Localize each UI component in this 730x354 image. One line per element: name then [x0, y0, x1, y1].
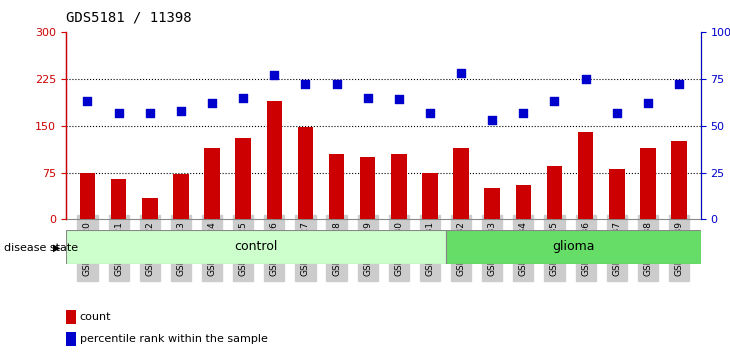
Bar [142, 198, 158, 219]
Bar [609, 170, 625, 219]
Bar [235, 138, 251, 219]
Point [206, 100, 218, 106]
Text: percentile rank within the sample: percentile rank within the sample [80, 334, 268, 344]
Point [486, 117, 498, 123]
Point [673, 81, 685, 87]
Point [299, 81, 311, 87]
Bar [66, 310, 76, 324]
Point [362, 95, 374, 101]
Point [331, 81, 342, 87]
Bar [173, 175, 188, 219]
Text: glioma: glioma [552, 240, 594, 253]
Text: disease state: disease state [4, 243, 78, 253]
Point [175, 108, 187, 114]
Point [456, 70, 467, 76]
Point [112, 110, 124, 115]
Bar [391, 154, 407, 219]
Bar [547, 166, 562, 219]
Bar [445, 230, 701, 264]
Bar [360, 157, 375, 219]
Text: count: count [80, 312, 111, 322]
Bar [66, 332, 76, 346]
Bar [111, 179, 126, 219]
Point [237, 95, 249, 101]
Bar [671, 141, 687, 219]
Bar [298, 127, 313, 219]
Point [424, 110, 436, 115]
Bar [204, 148, 220, 219]
Point [611, 110, 623, 115]
Bar [66, 230, 445, 264]
Point [82, 98, 93, 104]
Point [269, 72, 280, 78]
Text: control: control [234, 240, 277, 253]
Bar [515, 185, 531, 219]
Bar [80, 172, 96, 219]
Bar [266, 101, 282, 219]
Point [580, 76, 591, 81]
Point [518, 110, 529, 115]
Bar [578, 132, 593, 219]
Bar [453, 148, 469, 219]
Point [642, 100, 653, 106]
Bar [328, 154, 345, 219]
Point [393, 97, 404, 102]
Bar [485, 188, 500, 219]
Point [549, 98, 561, 104]
Text: GDS5181 / 11398: GDS5181 / 11398 [66, 11, 191, 25]
Bar [640, 148, 656, 219]
Text: ▶: ▶ [53, 243, 60, 253]
Bar [422, 172, 438, 219]
Point [144, 110, 155, 115]
